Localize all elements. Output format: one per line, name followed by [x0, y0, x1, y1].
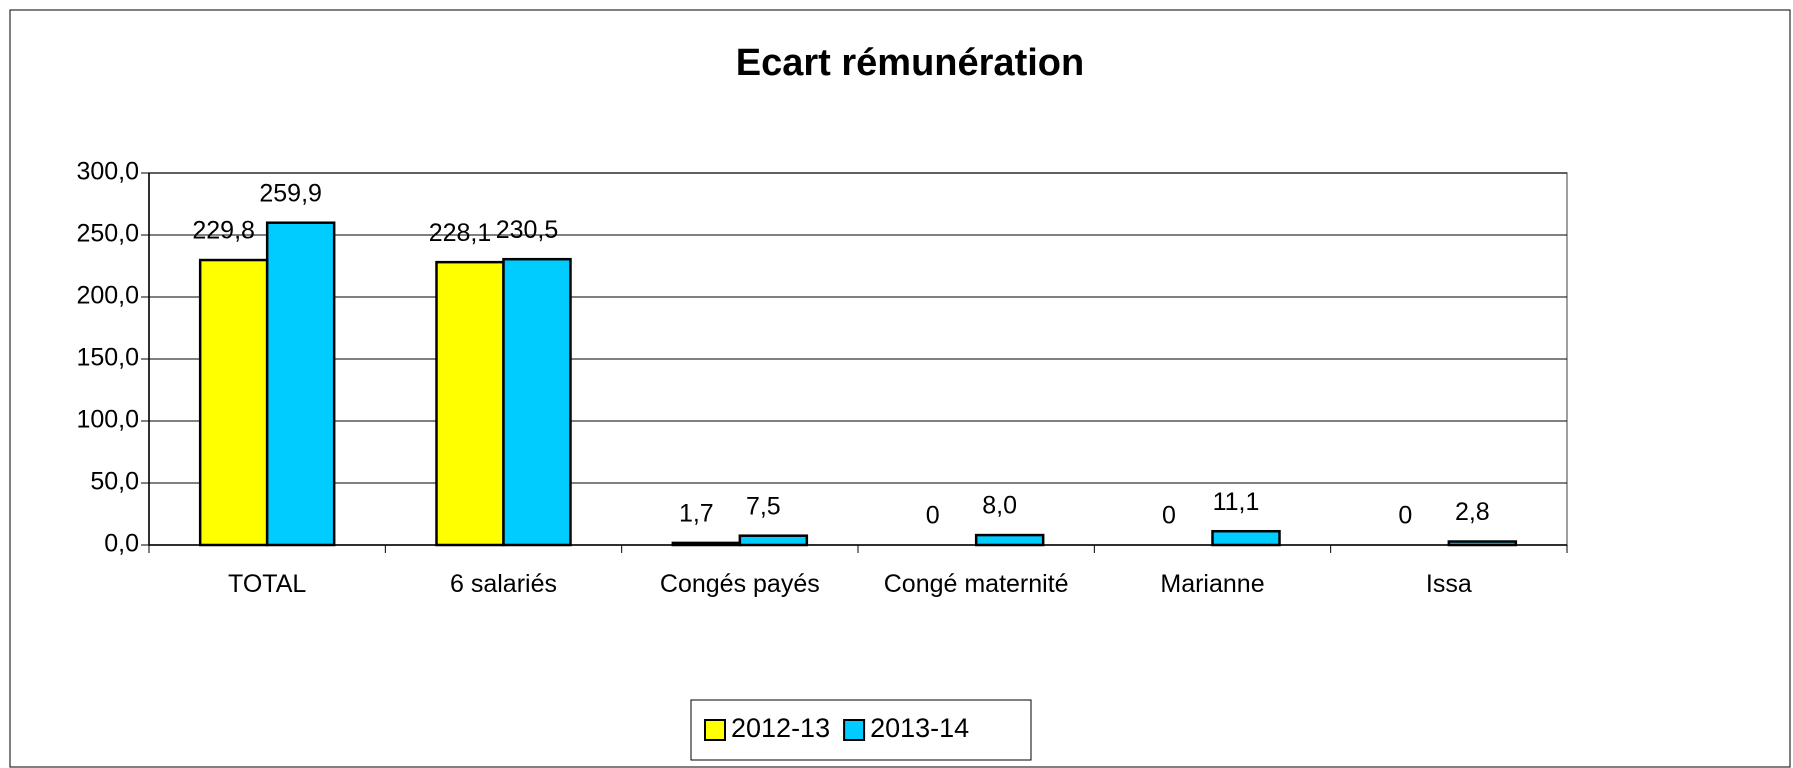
bar: [198, 258, 269, 547]
chart-title: Ecart rémunération: [736, 42, 1084, 84]
value-label: 0: [1398, 502, 1412, 530]
value-label: 228,1: [429, 219, 492, 247]
x-tick-label: Congé maternité: [883, 570, 1069, 598]
value-label: 1,7: [679, 500, 714, 528]
bar: [265, 221, 336, 547]
bar: [1211, 529, 1281, 547]
bar: [671, 541, 742, 547]
bar: [1447, 540, 1518, 547]
bar: [502, 257, 572, 547]
y-tick-label: 250,0: [76, 220, 139, 248]
y-tick-label: 100,0: [76, 406, 139, 434]
value-label: 0: [1162, 502, 1176, 530]
value-label: 229,8: [192, 217, 255, 245]
bar: [435, 260, 505, 547]
legend-label: 2013-14: [870, 713, 969, 743]
x-tick-label: Congés payés: [659, 570, 820, 598]
x-tick-label: 6 salariés: [450, 570, 557, 598]
value-label: 259,9: [259, 179, 322, 207]
bar: [974, 533, 1045, 547]
y-tick-label: 150,0: [76, 344, 139, 372]
value-label: 230,5: [496, 216, 559, 244]
value-label: 11,1: [1213, 488, 1260, 516]
legend-swatch: [843, 719, 866, 741]
value-label: 2,8: [1455, 498, 1490, 526]
y-tick-label: 50,0: [90, 468, 139, 496]
x-tick-label: TOTAL: [228, 570, 307, 598]
legend-label: 2012-13: [731, 713, 830, 743]
value-label: 8,0: [982, 492, 1017, 520]
value-label: 7,5: [746, 492, 781, 520]
x-tick-label: Issa: [1425, 570, 1472, 598]
y-tick-label: 200,0: [76, 282, 139, 310]
x-tick-label: Marianne: [1160, 570, 1265, 598]
legend-swatch: [704, 719, 726, 741]
bar: [738, 534, 809, 547]
value-label: 0: [926, 502, 940, 530]
y-tick-label: 0,0: [104, 530, 139, 558]
y-tick-label: 300,0: [76, 158, 139, 186]
